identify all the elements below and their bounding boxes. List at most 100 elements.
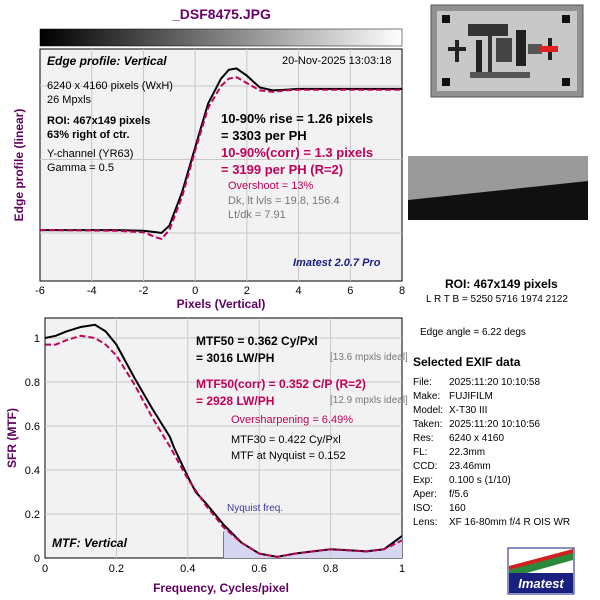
exif-row: Res: 6240 x 4160 [413, 432, 570, 446]
edge-gradient-bar [39, 28, 403, 47]
roi-position: 63% right of ctr. [47, 129, 130, 141]
exif-value: 22.3mm [449, 447, 486, 458]
edge-x-axis-label: Pixels (Vertical) [177, 297, 266, 311]
mtf-x-tick-label: 0.2 [109, 563, 124, 575]
roi-info: ROI: 467x149 pixels 63% right of ctr. [47, 114, 150, 142]
mtf-y-tick-label: 0.8 [25, 377, 40, 389]
file-title: _DSF8475.JPG [172, 6, 271, 22]
imatest-version: Imatest 2.0.7 Pro [293, 257, 381, 269]
edge-x-tick-label: -2 [139, 285, 149, 297]
exif-key: Lens: [413, 517, 438, 528]
exif-key: Taken: [413, 419, 443, 430]
dark-light-levels: Dk, lt lvls = 19.8, 156.4 [228, 195, 340, 207]
mtf-x-tick-label: 0 [42, 563, 48, 575]
exif-value: FUJIFILM [449, 391, 493, 402]
exif-key: Res: [413, 433, 434, 444]
mtf-y-tick-label: 0 [34, 553, 40, 565]
mtf-x-axis-label: Frequency, Cycles/pixel [153, 581, 289, 595]
exif-key: Make: [413, 391, 441, 402]
mtf-series-corrected [45, 334, 402, 558]
edge-x-tick-label: 0 [192, 285, 198, 297]
rise-results: 10-90% rise = 1.26 pixels = 3303 per PH [221, 110, 373, 144]
roi-size: ROI: 467x149 pixels [47, 115, 151, 127]
exif-value: 23.46mm [449, 461, 491, 472]
edge-y-axis-label: Edge profile (linear) [12, 109, 26, 222]
exif-value: f/5.6 [449, 489, 469, 500]
mtf50corr-results: MTF50(corr) = 0.352 C/P (R=2) = 2928 LW/… [196, 376, 366, 410]
mtf-heading: MTF: Vertical [52, 536, 127, 550]
edge-roi-crop [408, 156, 588, 220]
logo-text: Imatest [518, 576, 564, 591]
exif-key: CCD: [413, 461, 438, 472]
edge-curves [40, 67, 402, 241]
rise-pixels: 10-90% rise = 1.26 pixels [221, 111, 374, 126]
exif-row: ISO: 160 [413, 502, 570, 516]
exif-key: ISO: [413, 503, 434, 514]
channel-info: Y-channel (YR63) Gamma = 0.5 [47, 147, 133, 175]
mtf-y-tick-label: 0.4 [25, 465, 40, 477]
edge-date: 20-Nov-2025 13:03:18 [282, 55, 392, 67]
mtf-y-tick-label: 0.6 [25, 421, 40, 433]
edge-x-tick-label: 4 [296, 285, 302, 297]
mtf-x-tick-label: 1 [399, 563, 405, 575]
exif-row: CCD: 23.46mm [413, 460, 570, 474]
nyquist-area [223, 524, 402, 558]
exif-row: Model: X-T30 III [413, 404, 570, 418]
exif-title: Selected EXIF data [413, 355, 521, 369]
exif-row: Exp: 0.100 s (1/10) [413, 474, 570, 488]
chart-thumbnail [430, 4, 584, 98]
exif-key: Exp: [413, 475, 434, 486]
exif-value: 2025:11:20 10:10:58 [449, 377, 541, 388]
mtf-y-axis-label: SFR (MTF) [5, 408, 19, 468]
mtf-x-tick-label: 0.8 [323, 563, 338, 575]
mtf50-ideal: [13.6 mpxls ideal] [330, 352, 408, 363]
exif-key: Aper: [413, 489, 437, 500]
exif-row: FL: 22.3mm [413, 446, 570, 460]
exif-list: File: 2025:11:20 10:10:58 Make: FUJIFILM Mod… [413, 376, 570, 530]
mtf-y-tick-label: 0.2 [25, 509, 40, 521]
roi-lrtb: L R T B = 5250 5716 1974 2122 [426, 294, 568, 305]
exif-row: Make: FUJIFILM [413, 390, 570, 404]
rise-corr-per-ph: = 3199 per PH (R=2) [221, 162, 344, 177]
exif-value: 2025:11:20 10:10:56 [449, 419, 541, 430]
oversharpening: Oversharpening = 6.49% [231, 414, 353, 426]
edge-plot-area [39, 48, 403, 282]
image-size-info: 6240 x 4160 pixels (WxH) 26 Mpxls [47, 79, 173, 107]
exif-row: Aper: f/5.6 [413, 488, 570, 502]
overshoot: Overshoot = 13% [228, 180, 314, 192]
mtf50-results: MTF50 = 0.362 Cy/Pxl = 3016 LW/PH [196, 333, 318, 367]
exif-value: X-T30 III [449, 405, 488, 416]
edge-x-tick-label: 2 [244, 285, 250, 297]
mtf50corr-ideal: [12.9 mpxls ideal] [330, 395, 408, 406]
mtf30: MTF30 = 0.422 Cy/Pxl [231, 434, 341, 446]
exif-key: File: [413, 377, 432, 388]
rise-per-ph: = 3303 per PH [221, 128, 307, 143]
rise-corr-pixels: 10-90%(corr) = 1.3 pixels [221, 145, 374, 160]
exif-row: Taken: 2025:11:20 10:10:56 [413, 418, 570, 432]
mtf-plot-area [44, 317, 403, 559]
mtf-ticks: 0 0.2 0.4 0.6 0.8 1 0 0.2 0.4 0.6 0.8 1 [25, 333, 405, 575]
edge-angle: Edge angle = 6.22 degs [420, 327, 526, 338]
exif-row: Lens: XF 16-80mm f/4 R OIS WR [413, 516, 570, 530]
mtf-y-tick-label: 1 [34, 333, 40, 345]
exif-value: 0.100 s (1/10) [449, 475, 511, 486]
channel: Y-channel (YR63) [47, 148, 134, 160]
mtf-x-tick-label: 0.6 [252, 563, 267, 575]
edge-x-tick-label: 6 [347, 285, 353, 297]
mtf50-lwph: = 3016 LW/PH [196, 351, 275, 365]
exif-row: File: 2025:11:20 10:10:58 [413, 376, 570, 390]
edge-x-tick-label: -4 [87, 285, 97, 297]
image-dimensions: 6240 x 4160 pixels (WxH) [47, 80, 173, 92]
edge-x-tick-label: -6 [35, 285, 45, 297]
exif-key: Model: [413, 405, 444, 416]
edge-x-ticks: -6 -4 -2 0 2 4 6 8 [35, 285, 405, 297]
exif-value: 6240 x 4160 [449, 433, 505, 444]
gamma: Gamma = 0.5 [47, 162, 114, 174]
mtf50corr-lwph: = 2928 LW/PH [196, 394, 275, 408]
exif-key: FL: [413, 447, 428, 458]
mtf-at-nyquist: MTF at Nyquist = 0.152 [231, 450, 346, 462]
exif-value: 160 [449, 503, 466, 514]
mtf-plot-grid [45, 318, 402, 558]
nyquist-fill [223, 524, 402, 558]
